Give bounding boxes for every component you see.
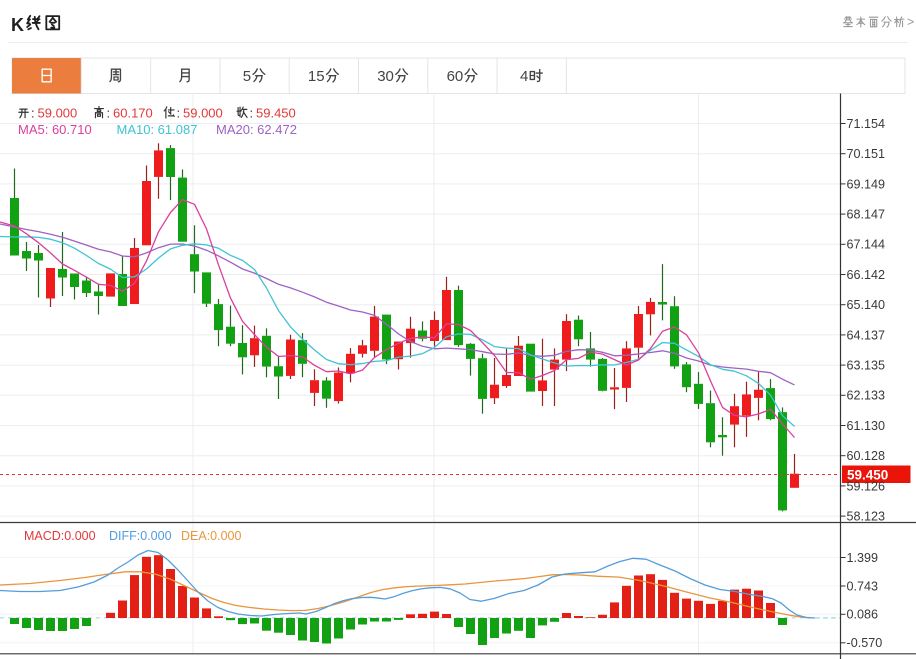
svg-text:4: 4: [520, 68, 528, 85]
svg-text:59.450: 59.450: [256, 106, 296, 121]
svg-text:MA5: 60.710: MA5: 60.710: [18, 122, 92, 137]
svg-text:MA10: 61.087: MA10: 61.087: [117, 122, 198, 137]
svg-text:70.151: 70.151: [847, 147, 886, 161]
svg-text:59.450: 59.450: [847, 468, 888, 483]
svg-text:60.128: 60.128: [847, 449, 886, 463]
svg-text:DIFF:0.000: DIFF:0.000: [109, 529, 172, 543]
svg-text::: :: [177, 106, 181, 121]
svg-text:60: 60: [447, 68, 464, 85]
svg-text:15: 15: [308, 68, 325, 85]
svg-text:MACD:0.000: MACD:0.000: [24, 529, 96, 543]
svg-text:67.144: 67.144: [847, 238, 886, 252]
svg-text:DEA:0.000: DEA:0.000: [181, 529, 242, 543]
svg-text:59.000: 59.000: [38, 106, 78, 121]
svg-text:1.399: 1.399: [847, 551, 879, 565]
svg-text:0.743: 0.743: [847, 579, 879, 593]
svg-text:5: 5: [243, 68, 251, 85]
svg-text:63.135: 63.135: [847, 359, 886, 373]
svg-text:64.137: 64.137: [847, 328, 886, 342]
svg-text:68.147: 68.147: [847, 208, 886, 222]
svg-text:58.123: 58.123: [847, 510, 886, 524]
svg-text:>: >: [907, 15, 914, 29]
svg-text:62.133: 62.133: [847, 389, 886, 403]
svg-text:65.140: 65.140: [847, 298, 886, 312]
svg-text:69.149: 69.149: [847, 177, 886, 191]
svg-text:30: 30: [377, 68, 394, 85]
svg-text:60.170: 60.170: [113, 106, 153, 121]
svg-text:66.142: 66.142: [847, 268, 886, 282]
svg-text:K: K: [11, 15, 24, 35]
svg-text:0.086: 0.086: [847, 608, 879, 622]
svg-text:-0.570: -0.570: [847, 636, 883, 650]
svg-text:59.000: 59.000: [183, 106, 223, 121]
svg-text::: :: [250, 106, 254, 121]
svg-text::: :: [31, 106, 35, 121]
svg-text:61.130: 61.130: [847, 419, 886, 433]
svg-text::: :: [107, 106, 111, 121]
svg-text:MA20: 62.472: MA20: 62.472: [216, 122, 297, 137]
svg-text:71.154: 71.154: [847, 117, 886, 131]
svg-text:59.126: 59.126: [847, 479, 886, 493]
